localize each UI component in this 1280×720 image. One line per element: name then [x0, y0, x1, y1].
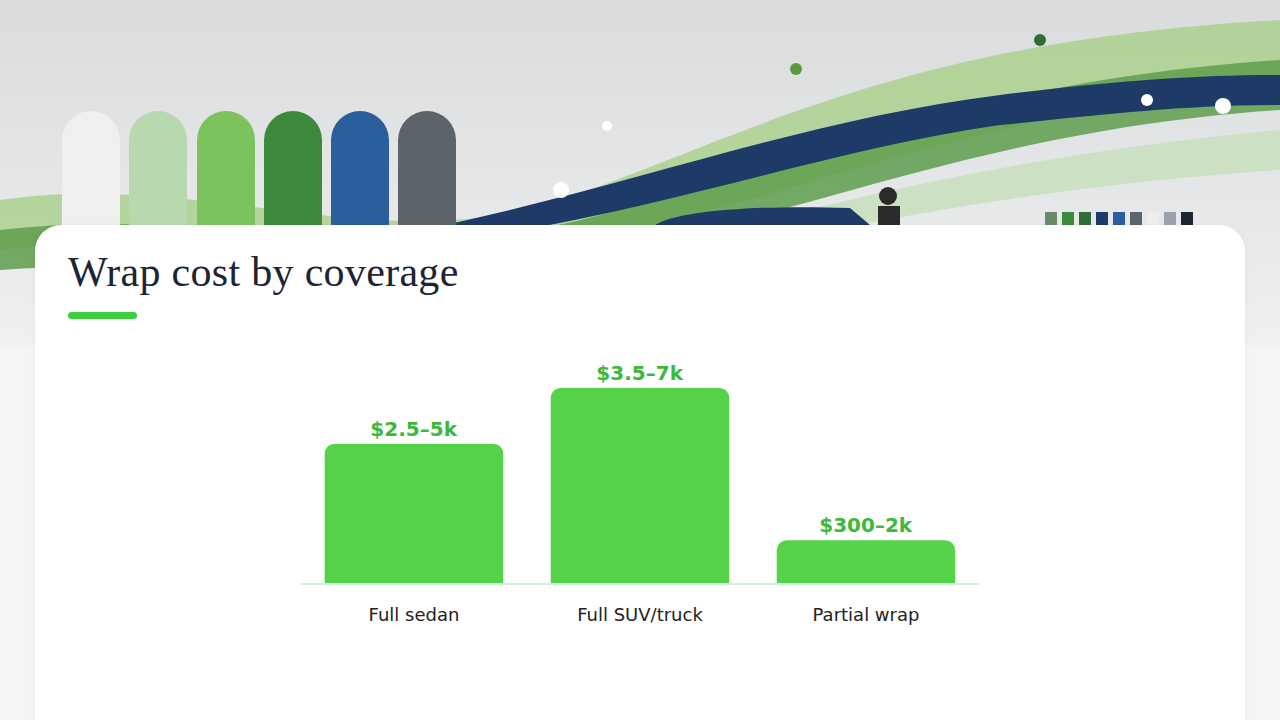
html-text:Wrap cost by coverage: Wrap cost by coverage [68, 249, 459, 295]
svg-text:Partial wrap: Partial wrap [813, 604, 920, 625]
svg-text:$3.5–7k: $3.5–7k [596, 361, 683, 385]
svg-text:Full sedan: Full sedan [369, 604, 460, 625]
svg-text:Full SUV/truck: Full SUV/truck [577, 604, 703, 625]
svg-text:$2.5–5k: $2.5–5k [370, 417, 457, 441]
svg-text:$300–2k: $300–2k [819, 513, 913, 537]
